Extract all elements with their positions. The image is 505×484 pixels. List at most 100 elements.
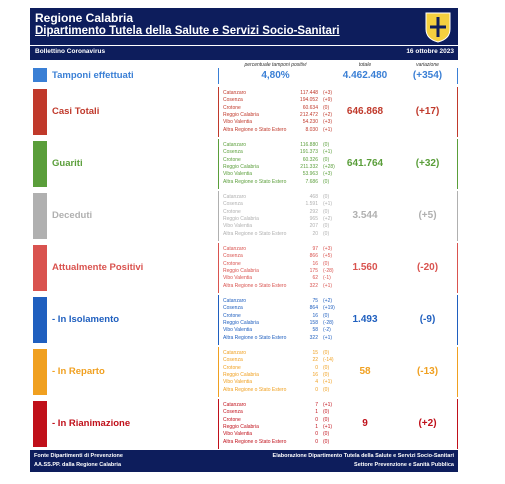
area-name: Vibo Valentia — [223, 275, 253, 282]
area-value: 58 — [312, 327, 318, 334]
area-value: 16 — [312, 312, 318, 319]
area-change: (0) — [323, 230, 330, 237]
swatch — [33, 68, 47, 82]
area-value: 116.880 — [300, 142, 318, 148]
area-value: 322 — [309, 282, 318, 289]
area-change: (0) — [323, 350, 330, 356]
footer-text: Fonte Dipartimenti di Prevenzione — [34, 453, 123, 459]
area-value: 864 — [309, 305, 318, 312]
area-name: Altra Regione o Stato Estero — [223, 282, 287, 289]
area-name: Crotone — [223, 312, 241, 319]
area-change: (0) — [323, 260, 330, 267]
area-name: Reggio Calabria — [223, 423, 259, 430]
area-name: Crotone — [223, 104, 241, 111]
total: 1.493 — [352, 314, 378, 325]
total: 1.560 — [352, 262, 378, 273]
area-change: (-28) — [323, 319, 334, 326]
area-name: Cosenza — [223, 253, 243, 260]
section: Deceduti Catanzaro 468 (0) Cosenza 1.591 (+1) C… — [30, 191, 458, 241]
total: 4.462.480 — [342, 70, 388, 81]
area-change: (0) — [323, 409, 330, 416]
swatch — [33, 245, 47, 291]
area-change: (+1) — [323, 149, 333, 156]
section-label: Deceduti — [52, 210, 93, 221]
area-value: 97 — [312, 246, 318, 252]
area-value: 7 — [315, 402, 318, 408]
area-change: (0) — [323, 156, 330, 163]
footer-text: Settore Prevenzione e Sanità Pubblica — [354, 462, 454, 468]
separator — [457, 68, 458, 84]
section: - In Rianimazione Catanzaro 7 (+1) Cosenza 1 (… — [30, 399, 458, 449]
area-change: (0) — [323, 386, 330, 393]
section-label: Guariti — [52, 158, 83, 169]
area-value: 0 — [315, 364, 318, 371]
area-name: Reggio Calabria — [223, 267, 259, 274]
swatch — [33, 89, 47, 135]
bulletin: Bollettino Coronavirus — [35, 48, 106, 55]
area-change: (+9) — [323, 97, 333, 104]
area-value: 866 — [309, 253, 318, 260]
area-name: Cosenza — [223, 201, 243, 208]
separator — [457, 191, 458, 241]
area-change: (+1) — [323, 201, 333, 208]
area-change: (0) — [323, 178, 330, 185]
area-name: Catanzaro — [223, 142, 247, 148]
separator — [457, 139, 458, 189]
area-change: (0) — [323, 364, 330, 371]
area-name: Altra Regione o Stato Estero — [223, 178, 287, 185]
area-name: Cosenza — [223, 149, 243, 156]
area-change: (0) — [323, 416, 330, 423]
area-name: Crotone — [223, 416, 241, 423]
tamponi-section: Tamponi effettuati 4,80% 4.462.480 (+354) — [30, 68, 458, 84]
area-value: 60.326 — [302, 156, 318, 163]
area-name: Reggio Calabria — [223, 163, 259, 170]
area-name: Vibo Valentia — [223, 327, 253, 334]
area-name: Crotone — [223, 208, 241, 215]
separator — [218, 87, 219, 137]
change: (-20) — [416, 262, 439, 273]
area-change: (+3) — [323, 90, 333, 96]
section-label: Casi Totali — [52, 106, 100, 117]
section: - In Reparto Catanzaro 15 (0) Cosenza 22 (-14)… — [30, 347, 458, 397]
separator — [218, 191, 219, 241]
area-name: Cosenza — [223, 409, 243, 416]
change: (+32) — [415, 158, 440, 169]
separator — [457, 87, 458, 137]
separator — [218, 243, 219, 293]
area-change: (0) — [323, 431, 330, 438]
footer-text: Elaborazione Dipartimento Tutela della S… — [272, 453, 454, 459]
area-change: (0) — [323, 371, 330, 378]
area-value: 322 — [309, 334, 318, 341]
header: Regione Calabria Dipartimento Tutela del… — [30, 8, 458, 60]
footer: Fonte Dipartimenti di Prevenzione AA.SS.… — [30, 450, 458, 472]
section-label: - In Isolamento — [52, 314, 120, 325]
area-value: 16 — [312, 371, 318, 378]
area-value: 62 — [312, 275, 318, 282]
area-value: 1.591 — [305, 201, 318, 208]
separator — [218, 399, 219, 449]
change: (+5) — [418, 210, 437, 221]
area-value: 53.963 — [302, 171, 318, 178]
separator — [457, 295, 458, 345]
area-change: (-2) — [323, 327, 331, 334]
area-value: 191.373 — [299, 149, 318, 156]
title: Regione Calabria — [35, 11, 134, 25]
area-value: 965 — [309, 215, 318, 222]
area-value: 0 — [315, 416, 318, 423]
total: 646.868 — [346, 106, 384, 117]
swatch — [33, 297, 47, 343]
area-change: (-14) — [323, 357, 334, 364]
area-change: (-1) — [323, 275, 331, 282]
area-value: 1 — [315, 423, 318, 430]
swatch — [33, 349, 47, 395]
area-value: 15 — [312, 350, 318, 356]
area-value: 211.332 — [300, 163, 318, 170]
area-change: (+1) — [323, 402, 333, 408]
area-change: (0) — [323, 208, 330, 215]
area-change: (0) — [323, 194, 330, 200]
change: (+2) — [418, 418, 437, 429]
section: Attualmente Positivi Catanzaro 97 (+3) Cosen… — [30, 243, 458, 293]
area-change: (+3) — [323, 246, 333, 252]
percent: 4,80% — [261, 70, 290, 81]
